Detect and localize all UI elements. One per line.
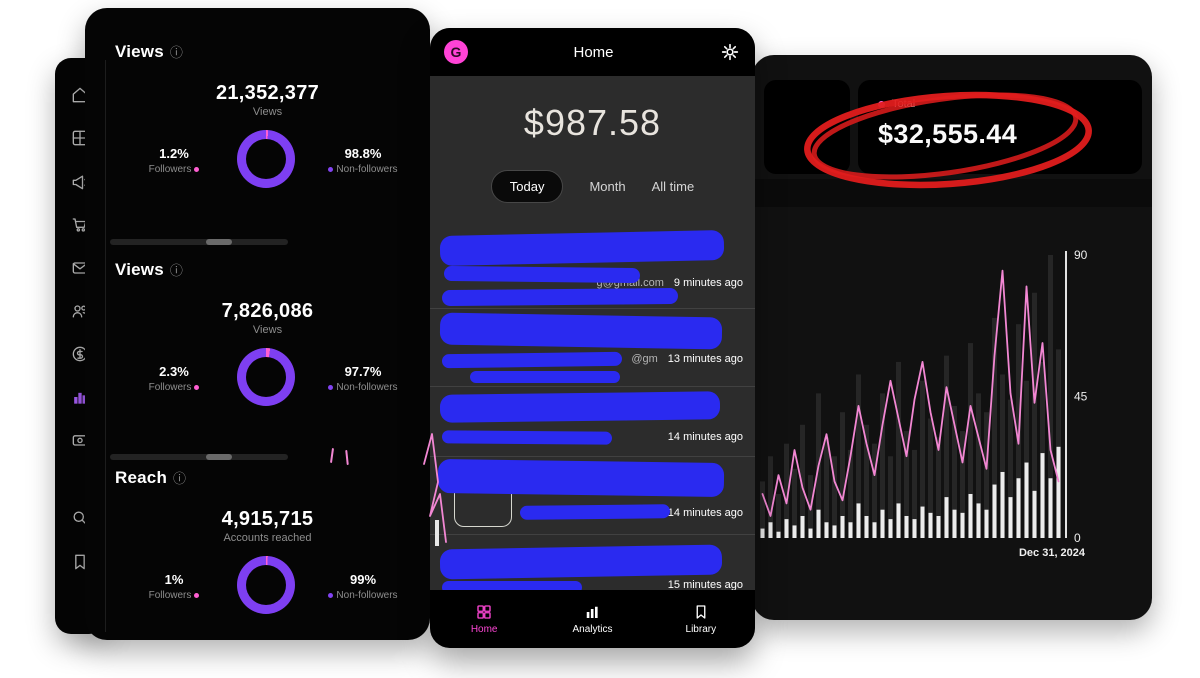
nonfollowers-stat: 98.8% Non-followers [313, 146, 413, 175]
donut-chart [237, 130, 295, 188]
analytics-icon [587, 606, 599, 618]
reach-section: Reach ⓘ 4,915,715 Accounts reached 1% Fol… [105, 468, 430, 678]
tab-all-time[interactable]: All time [651, 179, 695, 194]
home-icon [477, 605, 491, 619]
phone-top-bar: G Home [430, 28, 755, 76]
gear-icon[interactable] [719, 41, 741, 63]
timestamp: 14 minutes ago [667, 507, 743, 519]
timestamp: 9 minutes ago [673, 277, 743, 289]
followers-dot-icon [194, 384, 200, 390]
cart-icon[interactable] [70, 214, 90, 234]
library-icon [696, 605, 706, 619]
metric-value: 4,915,715 [221, 508, 314, 530]
redaction-scribble [519, 504, 671, 520]
tab-today[interactable]: Today [490, 170, 564, 203]
scrollbar-thumb[interactable] [206, 239, 232, 245]
info-icon[interactable]: ⓘ [169, 45, 184, 60]
redaction-scribble [441, 287, 679, 307]
redaction-scribble [439, 230, 725, 266]
section-title: Views ⓘ [115, 42, 184, 61]
redaction-scribble [437, 459, 725, 497]
chart-date-label: Dec 31, 2024 [1018, 547, 1086, 559]
nonfollowers-dot-icon [328, 592, 334, 598]
email-fragment: @gm [631, 353, 658, 365]
metric-caption: Views [252, 324, 283, 336]
transaction-row[interactable]: 14 minutes ago [430, 457, 755, 535]
total-value: $32,555.44 [878, 119, 1018, 149]
summary-card-partial [764, 80, 850, 174]
chart-y-tick: 90 [1074, 248, 1088, 262]
revenue-chart: 0 45 90 [760, 248, 1088, 545]
followers-stat: 2.3% Followers [129, 364, 219, 393]
nonfollowers-stat: 97.7% Non-followers [313, 364, 413, 393]
metric-value: 7,826,086 [221, 300, 314, 322]
transaction-row[interactable]: 14 minutes ago [430, 387, 755, 457]
redaction-scribble [441, 351, 623, 369]
redaction-scribble [443, 265, 641, 284]
nav-item-library[interactable]: Library [666, 603, 736, 635]
app-logo[interactable]: G [444, 40, 468, 64]
timestamp: 14 minutes ago [667, 431, 743, 443]
panel-divider-band [752, 179, 1152, 207]
redaction-scribble [470, 371, 620, 383]
transaction-row[interactable]: g@gmail.com 9 minutes ago [430, 225, 755, 309]
section-title: Reach ⓘ [115, 468, 187, 487]
followers-stat: 1.2% Followers [129, 146, 219, 175]
total-dot-icon [878, 100, 885, 108]
chart-y-tick: 45 [1074, 390, 1088, 404]
followers-dot-icon [194, 592, 200, 598]
phone-panel: G Home $987.58 Today Month All time g@gm… [430, 28, 755, 648]
redaction-scribble [441, 430, 613, 445]
nonfollowers-dot-icon [328, 384, 334, 390]
info-icon[interactable]: ⓘ [173, 471, 187, 486]
scrollbar-thumb[interactable] [206, 454, 232, 460]
chart-y-tick: 0 [1074, 531, 1081, 545]
timestamp: 15 minutes ago [667, 579, 743, 591]
scrollbar[interactable] [110, 239, 288, 245]
nonfollowers-dot-icon [328, 166, 334, 172]
metric-caption: Views [252, 106, 283, 118]
nav-item-home[interactable]: Home [449, 603, 519, 635]
insights-icon[interactable] [70, 387, 90, 407]
bottom-nav: Home Analytics Library [430, 590, 755, 648]
saved-icon[interactable] [70, 552, 90, 572]
redaction-scribble [439, 544, 723, 580]
balance-amount: $987.58 [523, 102, 662, 143]
right-analytics-panel: Total $32,555.44 0 45 90 Dec 31, 2024 [752, 55, 1152, 620]
transaction-list: g@gmail.com 9 minutes ago @gm 13 minutes a… [430, 225, 755, 625]
donut-chart [237, 556, 295, 614]
followers-dot-icon [194, 166, 200, 172]
section-title: Views ⓘ [115, 260, 184, 279]
transaction-row[interactable]: @gm 13 minutes ago [430, 309, 755, 387]
sidebar-divider [105, 60, 106, 632]
screen-title: Home [573, 43, 614, 61]
followers-stat: 1% Followers [129, 572, 219, 601]
left-analytics-panel: Views ⓘ 21,352,377 Views 1.2% Followers 9… [85, 8, 430, 640]
redaction-scribble [439, 391, 721, 423]
scrollbar[interactable] [110, 454, 288, 460]
nonfollowers-stat: 99% Non-followers [313, 572, 413, 601]
period-tabs: Today Month All time [430, 170, 755, 203]
tab-month[interactable]: Month [589, 179, 626, 194]
total-card: Total $32,555.44 [858, 80, 1142, 174]
donut-chart [237, 348, 295, 406]
metric-caption: Accounts reached [223, 532, 312, 544]
redaction-scribble [439, 312, 723, 350]
metric-value: 21,352,377 [215, 82, 320, 104]
nav-item-analytics[interactable]: Analytics [557, 603, 627, 635]
views-section-1: Views ⓘ 21,352,377 Views 1.2% Followers 9… [105, 42, 430, 252]
info-icon[interactable]: ⓘ [169, 263, 184, 278]
timestamp: 13 minutes ago [667, 353, 743, 365]
views-section-2: Views ⓘ 7,826,086 Views 2.3% Followers 97… [105, 260, 430, 470]
total-label: Total [892, 98, 916, 110]
